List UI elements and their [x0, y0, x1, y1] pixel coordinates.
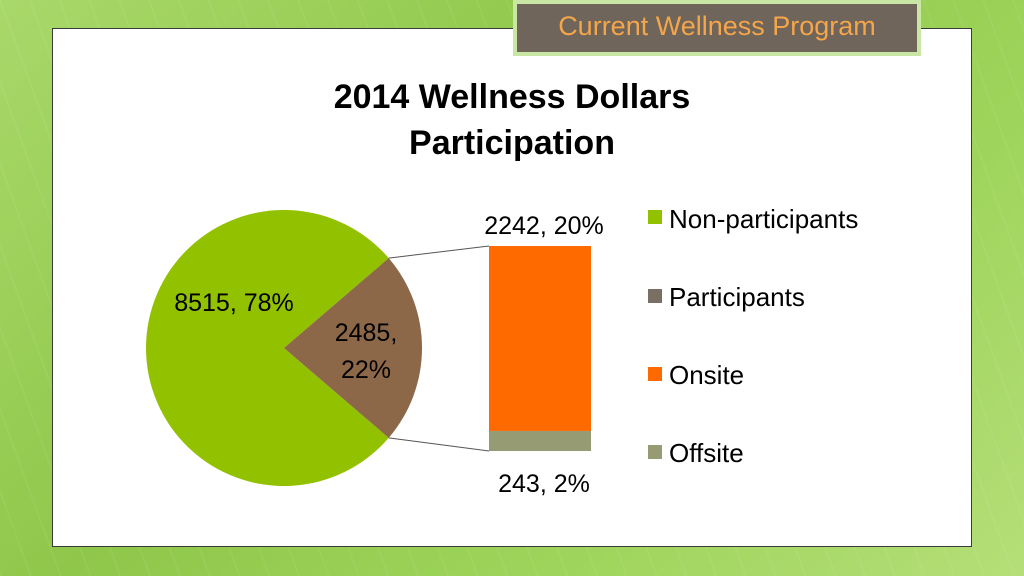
- chart-title-line1: 2014 Wellness Dollars: [334, 78, 691, 116]
- bar-segment-onsite: [489, 246, 591, 431]
- breakout-bar-group: [388, 245, 591, 452]
- bar-segment-offsite: [489, 430, 591, 451]
- slide-title-box: Current Wellness Program: [513, 0, 921, 56]
- pie-label-non-participants: 8515, 78%: [174, 289, 294, 317]
- chart-title-line2: Participation: [409, 124, 615, 162]
- pie-label-participants-percent: 22%: [341, 356, 391, 384]
- connector-line-bottom: [388, 437, 490, 452]
- connector-line-top: [388, 245, 490, 259]
- bar-label-offsite: 243, 2%: [498, 470, 590, 498]
- legend-swatch-participants: [648, 289, 662, 303]
- legend-label-onsite: Onsite: [669, 360, 744, 390]
- legend-swatch-offsite: [648, 445, 662, 459]
- legend-label-offsite: Offsite: [669, 438, 744, 468]
- legend-swatch-onsite: [648, 367, 662, 381]
- pie-slice-non-participants: [146, 210, 389, 487]
- legend-label-participants: Participants: [669, 282, 805, 312]
- slide-title: Current Wellness Program: [517, 4, 917, 52]
- legend: Non-participants Participants Onsite Off…: [648, 204, 858, 468]
- legend-swatch-non-participants: [648, 210, 662, 224]
- pie-label-participants-value: 2485,: [335, 319, 398, 347]
- legend-label-non-participants: Non-participants: [669, 204, 858, 234]
- pie-slice-participants: [284, 258, 422, 438]
- pie-group: [146, 210, 422, 487]
- bar-label-onsite: 2242, 20%: [484, 212, 604, 240]
